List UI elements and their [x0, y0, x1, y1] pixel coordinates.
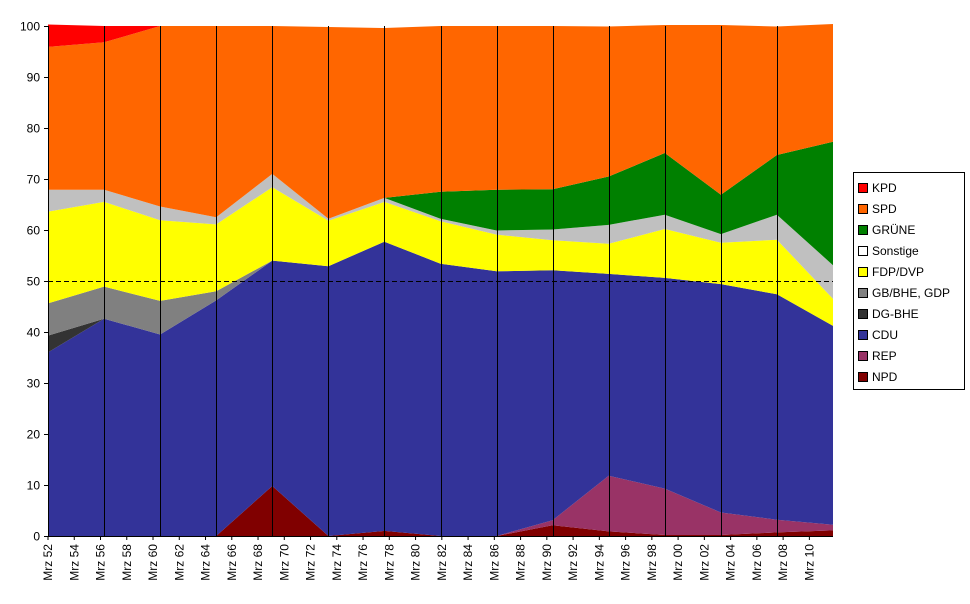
area-rep	[48, 475, 833, 536]
legend-label: REP	[872, 348, 897, 363]
area-sonstige	[48, 173, 833, 299]
area-fdp-dvp	[48, 187, 833, 326]
x-tick-label: Mrz 60	[146, 544, 160, 581]
x-tick-label: Mrz 84	[461, 544, 475, 581]
area-npd	[48, 486, 833, 536]
y-tick-label: 40	[27, 326, 41, 340]
legend-item: Sonstige	[854, 240, 964, 261]
legend-swatch	[858, 308, 868, 319]
x-tick-label: Mrz 88	[514, 544, 528, 581]
legend-label: FDP/DVP	[872, 264, 925, 279]
x-tick-label: Mrz 80	[409, 544, 423, 581]
x-tick-label: Mrz 72	[304, 544, 318, 581]
x-tick-label: Mrz 96	[619, 544, 633, 581]
legend-label: GRÜNE	[872, 222, 916, 237]
x-tick-label: Mrz 98	[645, 544, 659, 581]
x-tick-label: Mrz 52	[41, 544, 55, 581]
area-spd	[48, 24, 833, 219]
legend-item: GB/BHE, GDP	[854, 282, 964, 303]
legend-label: NPD	[872, 369, 898, 384]
x-tick-label: Mrz 62	[172, 544, 186, 581]
legend-item: GRÜNE	[854, 219, 964, 240]
legend-swatch	[858, 371, 868, 382]
legend-swatch	[858, 245, 868, 256]
legend-label: DG-BHE	[872, 306, 919, 321]
y-tick-label: 60	[27, 224, 41, 238]
y-axis-ticks: 0 10 20 30 40 50 60 70 80 90 100	[20, 20, 48, 544]
legend-label: KPD	[872, 180, 897, 195]
x-tick-label: Mrz 86	[487, 544, 501, 581]
legend-swatch	[858, 182, 868, 193]
legend-swatch	[858, 224, 868, 235]
area-kpd	[48, 24, 833, 47]
area-gr-ne	[48, 141, 833, 266]
y-tick-label: 20	[27, 428, 41, 442]
x-axis-ticks: Mrz 52 Mrz 54 Mrz 56 Mrz 58 Mrz 60 Mrz 62 Mrz …	[41, 536, 816, 581]
series-areas	[48, 24, 833, 536]
legend-swatch	[858, 350, 868, 361]
x-tick-label: Mrz 02	[697, 544, 711, 581]
x-tick-label: Mrz 92	[566, 544, 580, 581]
y-tick-label: 80	[27, 122, 41, 136]
x-tick-label: Mrz 10	[802, 544, 816, 581]
legend-item: SPD	[854, 198, 964, 219]
legend-item: REP	[854, 345, 964, 366]
area-cdu	[48, 241, 833, 536]
y-tick-label: 100	[20, 20, 40, 34]
x-tick-label: Mrz 70	[277, 544, 291, 581]
x-tick-label: Mrz 54	[67, 544, 81, 581]
x-tick-label: Mrz 00	[671, 544, 685, 581]
legend-label: CDU	[872, 327, 898, 342]
x-tick-label: Mrz 68	[251, 544, 265, 581]
x-tick-label: Mrz 06	[750, 544, 764, 581]
legend-swatch	[858, 203, 868, 214]
x-tick-label: Mrz 66	[225, 544, 239, 581]
legend-item: CDU	[854, 324, 964, 345]
legend-label: Sonstige	[872, 243, 919, 258]
x-tick-label: Mrz 74	[330, 544, 344, 581]
x-tick-label: Mrz 56	[94, 544, 108, 581]
x-tick-label: Mrz 08	[776, 544, 790, 581]
x-tick-label: Mrz 76	[356, 544, 370, 581]
legend-swatch	[858, 266, 868, 277]
y-tick-label: 50	[27, 275, 41, 289]
x-tick-label: Mrz 04	[724, 544, 738, 581]
legend: KPD SPD GRÜNE Sonstige FDP/DVP GB/BHE, GDP DG-…	[853, 172, 965, 390]
legend-swatch	[858, 329, 868, 340]
y-tick-label: 90	[27, 71, 41, 85]
legend-item: DG-BHE	[854, 303, 964, 324]
x-tick-label: Mrz 58	[120, 544, 134, 581]
legend-item: FDP/DVP	[854, 261, 964, 282]
legend-item: KPD	[854, 177, 964, 198]
legend-label: GB/BHE, GDP	[872, 285, 951, 300]
x-tick-label: Mrz 64	[199, 544, 213, 581]
legend-swatch	[858, 287, 868, 298]
y-tick-label: 30	[27, 377, 41, 391]
x-tick-label: Mrz 90	[540, 544, 554, 581]
x-tick-label: Mrz 94	[592, 544, 606, 581]
y-tick-label: 0	[33, 530, 40, 544]
x-tick-label: Mrz 78	[382, 544, 396, 581]
y-tick-label: 70	[27, 173, 41, 187]
legend-label: SPD	[872, 201, 897, 216]
legend-item: NPD	[854, 366, 964, 387]
y-tick-label: 10	[27, 479, 41, 493]
x-tick-label: Mrz 82	[435, 544, 449, 581]
